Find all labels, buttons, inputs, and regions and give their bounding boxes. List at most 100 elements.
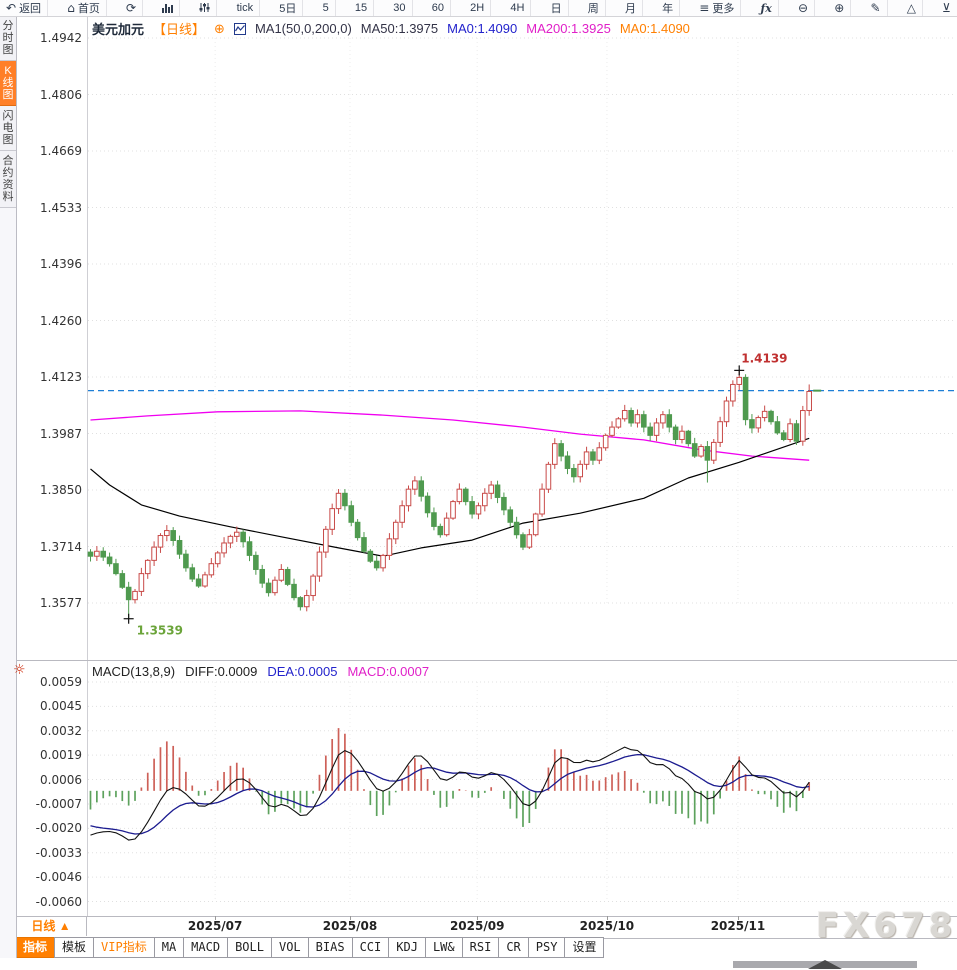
zoom-out-icon: ⊖ [798,1,809,15]
ma-settings-label: MA1(50,0,200,0) [254,21,352,36]
sidebar-tab-contract-info[interactable]: 合约资料 [0,151,16,208]
toolbar-label-back: 返回 [19,3,42,15]
macd-axis-label: 0.0032 [40,723,82,738]
month-tick-mark [349,916,351,920]
triangle-icon: △ [906,1,916,15]
ma0-orange-value: MA0:1.4090 [619,21,690,36]
toolbar-button-m5[interactable]: 5 [317,0,336,16]
toolbar-button-2h[interactable]: 2H [464,0,492,16]
back-icon: ↶ [6,1,17,15]
toolbar-button-m60[interactable]: 60 [426,0,451,16]
scroll-up-arrow[interactable] [808,960,842,969]
month-tick-mark [477,916,479,920]
macd-axis-label: -0.0007 [35,796,82,811]
bottom-scroll-row [0,958,957,970]
toolbar-label-4h: 4H [510,2,525,14]
macd-axis-label: 0.0059 [40,675,82,689]
month-label: 2025/08 [322,919,378,933]
toolbar-button-shapes[interactable]: △ [901,0,923,16]
sidebar-tab-flash-chart[interactable]: 闪电图 [0,106,16,151]
price-axis-label: 1.4123 [40,370,82,384]
month-label: 2025/07 [187,919,243,933]
toolbar-button-month[interactable]: 月 [619,0,643,16]
toolbar-label-m15: 15 [354,2,368,14]
toolbar-button-draw[interactable]: ✎ [864,0,888,16]
toolbar-label-m5: 5 [322,2,329,14]
toolbar-button-back[interactable]: ↶ 返回 [0,0,49,16]
zoom-in-icon: ⊕ [834,1,845,15]
toolbar-button-4h[interactable]: 4H [504,0,532,16]
price-axis-label: 1.3714 [40,539,82,554]
tab-ma[interactable]: MA [153,937,185,958]
period-selector[interactable]: 日线 ▲ [16,917,87,936]
price-axis-label: 1.3850 [40,483,82,497]
toolbar-button-day[interactable]: 日 [545,0,569,16]
toolbar-button-fx[interactable]: ƒx [755,0,779,16]
macd-axis-label: -0.0020 [35,821,82,836]
toolbar-button-zoom-in[interactable]: ⊕ [828,0,852,16]
tab-macd[interactable]: MACD [183,937,229,958]
tab-vip-indicators[interactable]: VIP指标 [93,937,155,958]
tab-settings[interactable]: 设置 [564,937,605,958]
price-axis-label: 1.4669 [40,144,82,158]
collapse-icon: ⊻ [942,1,951,15]
macd-axis-label: -0.0060 [35,894,82,909]
toolbar-button-kline[interactable] [156,0,181,16]
fx-icon: ƒx [760,1,772,15]
indicator-sliders-icon [199,2,210,15]
draw-icon: ✎ [870,1,881,15]
tab-bias[interactable]: BIAS [307,937,353,958]
month-tick-mark [606,916,608,920]
chart-type-sidebar: 分时图 K线图 闪电图 合约资料 [0,16,17,958]
tab-cr[interactable]: CR [498,937,529,958]
tab-boll[interactable]: BOLL [227,937,272,958]
chart-header: 美元加元 【日线】 ⊕ MA1(50,0,200,0) MA50:1.3975 … [92,19,690,38]
toolbar-button-year[interactable]: 年 [656,0,681,16]
symbol-name: 美元加元 [92,22,145,37]
more-icon: ≡ [699,1,710,15]
ma50-value: MA50:1.3975 [360,21,439,36]
macd-diff-value: DIFF:0.0009 [185,664,258,679]
tab-rsi[interactable]: RSI [461,937,500,958]
tab-lwr[interactable]: LW& [424,937,463,958]
price-axis-label: 1.4260 [40,313,82,328]
add-indicator-icon[interactable]: ⊕ [214,20,225,36]
toolbar-button-home[interactable]: ⌂ 首页 [61,0,107,16]
toolbar-label-tick: tick [236,2,254,14]
toolbar-label-more: 更多 [712,3,735,15]
home-icon: ⌂ [67,1,75,15]
price-axis-label: 1.4942 [40,31,82,45]
macd-axis-label: -0.0046 [35,870,82,885]
tab-templates[interactable]: 模板 [54,937,95,958]
sidebar-tab-time-chart[interactable]: 分时图 [0,16,16,61]
toolbar-button-m30[interactable]: 30 [387,0,413,16]
ma200-value: MA200:1.3925 [526,21,611,36]
macd-bar-value: MACD:0.0007 [347,664,430,679]
tab-kdj[interactable]: KDJ [388,937,426,958]
toolbar-button-m15[interactable]: 15 [349,0,375,16]
tab-indicators[interactable]: 指标 [15,937,56,958]
month-tick-mark [215,916,217,920]
tab-vol[interactable]: VOL [270,937,309,958]
macd-dea-value: DEA:0.0005 [267,664,338,679]
toolbar-button-tick[interactable]: tick [231,0,261,16]
price-axis-label: 1.4806 [40,87,82,102]
tab-cci[interactable]: CCI [351,937,390,958]
toolbar-button-refresh[interactable]: ⟳ [120,0,144,16]
toolbar-button-more[interactable]: ≡ 更多 [693,0,742,16]
sidebar-tab-kline-chart[interactable]: K线图 [0,61,16,106]
toolbar-label-m30: 30 [393,2,406,14]
toolbar-button-indicator-settings[interactable] [193,0,218,16]
macd-settings-icon[interactable]: ☼ [13,662,26,678]
toolbar-label-2h: 2H [470,2,485,14]
toolbar-button-collapse[interactable]: ⊻ [936,0,957,16]
toolbar-button-zoom-out[interactable]: ⊖ [792,0,816,16]
macd-axis-label: 0.0006 [40,772,82,787]
refresh-icon: ⟳ [126,1,137,15]
toolbar-button-5d[interactable]: 5日 [273,0,304,16]
price-axis-label: 1.3987 [40,426,82,441]
toolbar-button-week[interactable]: 周 [582,0,606,16]
toolbar-label-home: 首页 [77,3,100,15]
tab-psy[interactable]: PSY [527,937,566,958]
